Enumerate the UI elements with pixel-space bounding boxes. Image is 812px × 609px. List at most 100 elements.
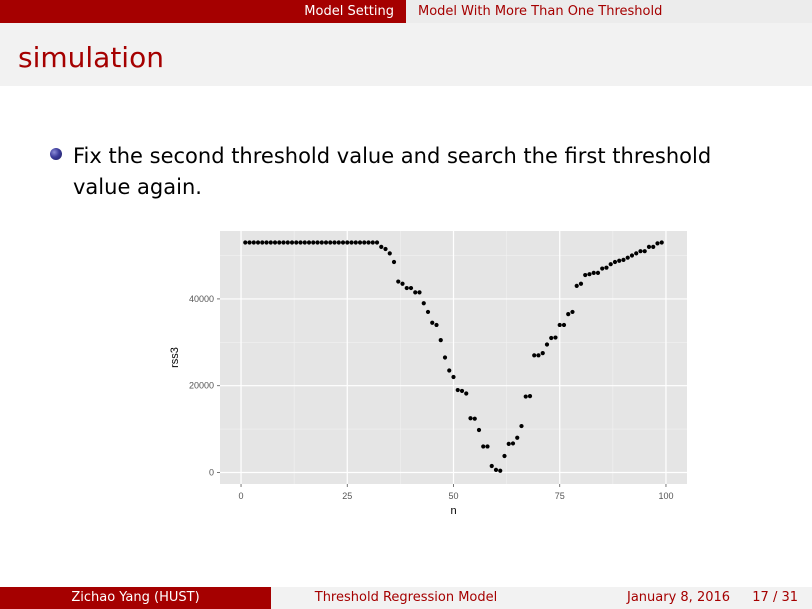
data-point <box>464 391 469 396</box>
data-point <box>553 335 558 340</box>
data-point <box>328 240 333 245</box>
data-point <box>268 240 273 245</box>
footer-page-number: 17 / 31 <box>752 590 798 605</box>
data-point <box>549 335 554 341</box>
data-point <box>472 416 477 421</box>
footer: Zichao Yang (HUST) Threshold Regression … <box>0 587 812 609</box>
data-point <box>311 240 316 245</box>
data-point <box>557 322 562 328</box>
data-point <box>587 272 592 277</box>
data-point <box>498 468 503 473</box>
data-point <box>485 444 490 449</box>
y-axis-label: rss3 <box>169 347 181 368</box>
data-point <box>659 240 664 245</box>
data-point <box>413 290 418 295</box>
data-point <box>323 240 329 245</box>
data-point <box>604 265 609 270</box>
data-point <box>298 240 303 245</box>
data-point <box>336 240 341 245</box>
data-point <box>625 255 630 260</box>
data-point <box>583 272 588 278</box>
x-tick-label: 75 <box>555 491 565 501</box>
data-point <box>306 240 312 245</box>
data-point <box>634 251 639 256</box>
data-point <box>285 240 290 245</box>
data-point <box>468 416 473 421</box>
data-point <box>442 355 448 360</box>
data-point <box>651 244 656 249</box>
data-point <box>532 353 537 358</box>
data-point <box>383 246 388 252</box>
x-tick-label: 0 <box>239 491 244 501</box>
data-point <box>421 301 426 306</box>
y-tick-label: 0 <box>209 468 214 478</box>
data-point <box>281 240 286 245</box>
data-point <box>540 351 545 356</box>
data-point <box>362 240 367 245</box>
data-point <box>408 285 414 291</box>
data-point <box>621 257 626 262</box>
data-point <box>591 270 596 275</box>
data-point <box>340 240 346 245</box>
data-point <box>600 266 605 271</box>
data-point <box>459 388 465 394</box>
data-point <box>264 240 269 245</box>
data-point <box>366 240 371 245</box>
data-point <box>294 240 299 245</box>
nav-section-label[interactable]: Model Setting <box>304 4 394 19</box>
data-point <box>595 270 601 275</box>
data-point <box>502 453 507 459</box>
scatter-plot: 0 25 50 75 100 0 20000 40000 n rss3 <box>169 231 687 517</box>
data-point <box>629 253 635 258</box>
data-point <box>357 240 363 245</box>
data-point <box>404 285 409 291</box>
footer-date: January 8, 2016 <box>627 590 731 605</box>
data-point <box>247 240 252 245</box>
data-point <box>302 240 307 245</box>
data-point <box>438 338 443 343</box>
data-point <box>566 312 571 317</box>
data-point <box>638 249 643 254</box>
data-point <box>353 240 358 245</box>
nav-subsection-label[interactable]: Model With More Than One Threshold <box>418 4 663 19</box>
data-point <box>451 374 456 380</box>
nav-section[interactable]: Model Setting <box>0 0 406 23</box>
x-tick-label: 100 <box>658 491 673 501</box>
data-point <box>370 240 375 245</box>
data-point <box>523 394 528 399</box>
data-point <box>655 241 660 246</box>
data-point <box>387 251 392 256</box>
data-point <box>289 240 295 245</box>
data-point <box>332 240 337 245</box>
data-point <box>536 353 541 358</box>
data-point <box>374 240 380 245</box>
x-tick-label: 25 <box>342 491 352 501</box>
y-tick-label: 20000 <box>189 381 214 391</box>
data-point <box>489 463 494 469</box>
data-point <box>315 240 320 245</box>
data-point <box>608 262 613 267</box>
data-point <box>243 240 248 245</box>
data-point <box>617 258 622 263</box>
nav-bar: Model Setting Model With More Than One T… <box>0 0 812 23</box>
data-point <box>260 240 265 245</box>
footer-date-page: January 8, 2016 17 / 31 <box>541 587 812 609</box>
data-point <box>447 368 452 373</box>
y-tick-label: 40000 <box>189 294 214 304</box>
x-axis-label: n <box>450 505 456 517</box>
nav-subsection[interactable]: Model With More Than One Threshold <box>406 0 812 23</box>
data-point <box>434 322 439 328</box>
data-point <box>527 394 533 399</box>
bullet-text: Fix the second threshold value and searc… <box>73 144 712 199</box>
data-point <box>612 259 618 265</box>
data-point <box>379 244 384 249</box>
data-point <box>578 281 584 286</box>
data-point <box>506 441 511 446</box>
frame-title-bar: simulation <box>0 23 812 86</box>
data-point <box>574 283 579 288</box>
data-point <box>349 240 354 245</box>
data-point <box>570 309 575 315</box>
data-point <box>251 240 256 245</box>
data-point <box>417 290 422 295</box>
data-point <box>425 309 431 315</box>
